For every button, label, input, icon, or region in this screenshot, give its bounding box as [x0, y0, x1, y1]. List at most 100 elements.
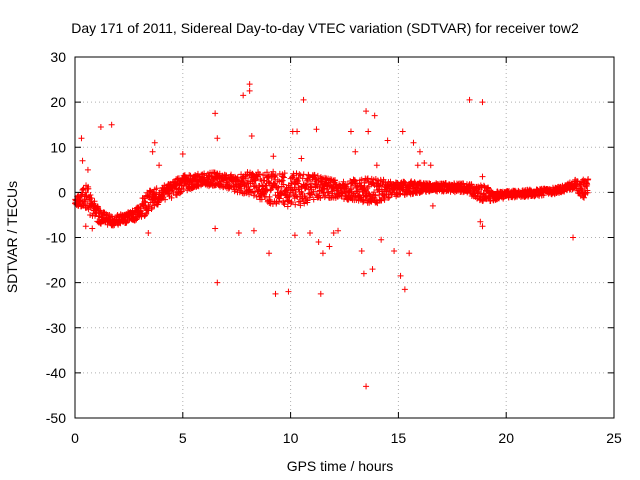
y-tick-label: 0: [58, 184, 66, 200]
band-point: [180, 186, 187, 193]
outlier-point: [479, 99, 486, 106]
band-point: [162, 196, 169, 203]
band-point: [145, 207, 152, 214]
band-point: [325, 189, 332, 196]
band-point: [280, 181, 287, 188]
x-axis-label: GPS time / hours: [287, 458, 394, 474]
band-point: [293, 170, 300, 177]
band-point: [168, 194, 175, 201]
band-point: [584, 181, 591, 188]
outlier-point: [466, 96, 473, 103]
band-point: [297, 202, 304, 209]
band-point: [442, 180, 449, 187]
band-point: [165, 190, 172, 197]
outlier-point: [214, 135, 221, 142]
outlier-point: [212, 110, 219, 117]
band-point: [357, 182, 364, 189]
chart-title: Day 171 of 2011, Sidereal Day-to-day VTE…: [71, 20, 579, 36]
band-point: [485, 185, 492, 192]
band-point: [307, 183, 314, 190]
band-point: [376, 182, 383, 189]
outlier-point: [330, 229, 337, 236]
band-point: [281, 201, 288, 208]
band-point: [309, 191, 316, 198]
outlier-point: [298, 155, 305, 162]
band-point: [138, 210, 145, 217]
outlier-point: [212, 225, 219, 232]
outlier-point: [97, 123, 104, 130]
outlier-point: [248, 132, 255, 139]
band-point: [288, 180, 295, 187]
band-point: [293, 193, 300, 200]
outlier-point: [294, 128, 301, 135]
band-point: [276, 195, 283, 202]
band-point: [96, 207, 103, 214]
band-point: [372, 192, 379, 199]
band-point: [264, 169, 271, 176]
outlier-point: [270, 153, 277, 160]
band-point: [91, 198, 98, 205]
band-point: [353, 188, 360, 195]
outlier-point: [149, 148, 156, 155]
y-tick-label: -40: [46, 365, 66, 381]
outlier-point: [397, 272, 404, 279]
outlier-point: [352, 148, 359, 155]
band-point: [228, 171, 235, 178]
x-tick-label: 25: [606, 430, 622, 446]
band-point: [245, 183, 252, 190]
band-point: [186, 172, 193, 179]
outlier-point: [326, 243, 333, 250]
outlier-point: [179, 151, 186, 158]
outlier-point: [335, 227, 342, 234]
band-point: [182, 174, 189, 181]
outlier-point: [151, 139, 158, 146]
outlier-point: [360, 270, 367, 277]
outlier-point: [235, 229, 242, 236]
outlier-point: [319, 250, 326, 257]
band-point: [275, 184, 282, 191]
outlier-point: [477, 218, 484, 225]
band-point: [148, 206, 155, 213]
band-point: [295, 180, 302, 187]
band-point: [281, 170, 288, 177]
band-point: [244, 169, 251, 176]
band-point: [362, 194, 369, 201]
outlier-point: [427, 162, 434, 169]
band-point: [276, 198, 283, 205]
outlier-point: [214, 279, 221, 286]
band-point: [332, 177, 339, 184]
band-point: [292, 201, 299, 208]
outlier-point: [246, 87, 253, 94]
outlier-point: [479, 173, 486, 180]
band-point: [270, 168, 277, 175]
y-tick-label: 20: [50, 94, 66, 110]
outlier-point: [373, 162, 380, 169]
data-points: [72, 81, 592, 390]
outlier-point: [300, 96, 307, 103]
band-point: [153, 185, 160, 192]
grid-lines: [75, 57, 614, 418]
outlier-point: [266, 250, 273, 257]
outlier-point: [313, 126, 320, 133]
band-point: [288, 198, 295, 205]
outlier-point: [272, 290, 279, 297]
band-point: [280, 174, 287, 181]
band-point: [147, 188, 154, 195]
band-point: [258, 196, 265, 203]
band-point: [107, 213, 114, 220]
band-point: [585, 176, 592, 183]
y-tick-label: -20: [46, 275, 66, 291]
band-point: [468, 181, 475, 188]
band-point: [386, 194, 393, 201]
outlier-point: [250, 227, 257, 234]
band-point: [82, 189, 89, 196]
band-point: [295, 186, 302, 193]
band-point: [358, 176, 365, 183]
band-point: [279, 173, 286, 180]
band-point: [270, 181, 277, 188]
band-point: [236, 189, 243, 196]
band-point: [263, 182, 270, 189]
outlier-point: [87, 211, 94, 218]
x-tick-label: 10: [283, 430, 299, 446]
band-point: [343, 184, 350, 191]
